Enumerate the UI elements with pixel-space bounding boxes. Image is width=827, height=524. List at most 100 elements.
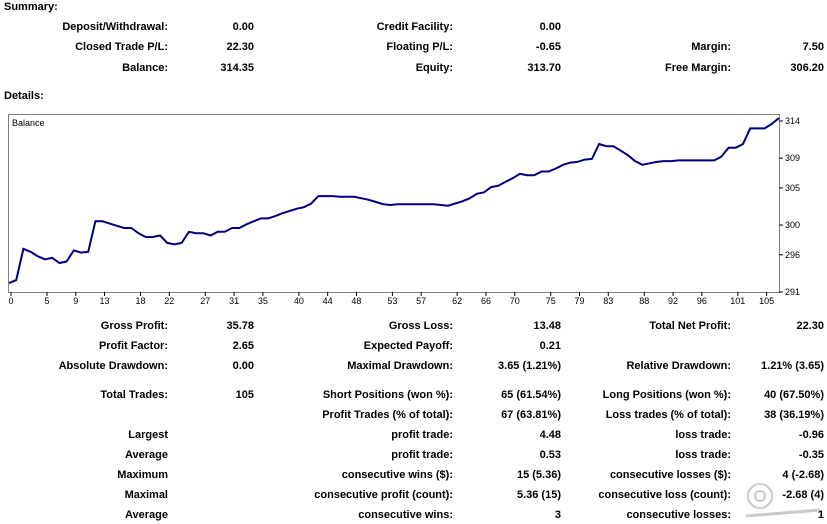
free-margin-label: Free Margin: (664, 62, 731, 74)
floating-pl-label: Floating P/L: (386, 41, 453, 53)
x-tick-label: 66 (481, 296, 491, 306)
chart-title: Balance (12, 118, 45, 128)
average-consecutive-label: Average (124, 509, 168, 521)
profit-trades-label: Profit Trades (% of total): (322, 409, 453, 421)
x-tick-label: 105 (759, 296, 774, 306)
deposit-value: 0.00 (232, 21, 254, 33)
gross-profit-value: 35.78 (226, 320, 254, 332)
x-tick-label: 35 (258, 296, 268, 306)
details-heading: Details: (4, 90, 44, 102)
x-axis: 0 5 9 13 18 22 27 31 35 40 44 48 53 57 62 66 70 75 79 83 88 9… (8, 292, 774, 306)
margin-value: 7.50 (802, 41, 824, 53)
x-tick-label: 53 (387, 296, 397, 306)
closed-pl-label: Closed Trade P/L: (75, 41, 168, 53)
expected-payoff-value: 0.21 (539, 340, 561, 352)
absolute-drawdown-label: Absolute Drawdown: (58, 360, 168, 372)
average-wins-label: consecutive wins: (358, 509, 453, 521)
margin-label: Margin: (691, 41, 731, 53)
x-tick-label: 92 (668, 296, 678, 306)
largest-label: Largest (128, 429, 168, 441)
x-tick-label: 70 (510, 296, 520, 306)
credit-label: Credit Facility: (376, 21, 453, 33)
maximal-loss-label: consecutive loss (count): (598, 489, 731, 501)
x-tick-label: 22 (164, 296, 174, 306)
maximal-loss-value: -2.68 (4) (782, 489, 824, 501)
x-tick-label: 44 (323, 296, 333, 306)
x-tick-label: 40 (294, 296, 304, 306)
y-tick-label: 309 (785, 153, 800, 163)
average-profit-value: 0.53 (539, 449, 561, 461)
chart-plot-area (8, 114, 780, 293)
y-axis: 314 309 305 300 296 291 (779, 116, 800, 297)
maximum-label: Maximum (117, 469, 168, 481)
balance-chart: Balance 314 309 305 300 296 291 0 5 9 13 18 22 27 31… (8, 114, 800, 306)
maximal-label: Maximal (124, 489, 168, 501)
relative-drawdown-value: 1.21% (3.65) (761, 360, 824, 372)
maximum-wins-value: 15 (5.36) (516, 469, 561, 481)
maximal-profit-value: 5.36 (15) (516, 489, 561, 501)
closed-pl-value: 22.30 (226, 41, 254, 53)
long-positions-label: Long Positions (won %): (602, 389, 731, 401)
y-tick-label: 300 (785, 220, 800, 230)
x-tick-label: 9 (73, 296, 78, 306)
balance-series-line (8, 117, 780, 285)
short-positions-value: 65 (61.54%) (501, 389, 561, 401)
x-tick-label: 18 (136, 296, 146, 306)
balance-label: Balance: (122, 62, 168, 74)
relative-drawdown-label: Relative Drawdown: (626, 360, 731, 372)
gross-loss-label: Gross Loss: (388, 320, 453, 332)
absolute-drawdown-value: 0.00 (232, 360, 254, 372)
profit-factor-label: Profit Factor: (98, 340, 168, 352)
average-profit-label: profit trade: (391, 449, 453, 461)
maximum-wins-label: consecutive wins ($): (341, 469, 453, 481)
total-trades-label: Total Trades: (100, 389, 168, 401)
average-label: Average (124, 449, 168, 461)
equity-label: Equity: (415, 62, 453, 74)
largest-profit-label: profit trade: (391, 429, 453, 441)
x-tick-label: 31 (229, 296, 239, 306)
y-tick-label: 305 (785, 183, 800, 193)
x-tick-label: 75 (546, 296, 556, 306)
total-trades-value: 105 (235, 389, 254, 401)
x-tick-label: 13 (100, 296, 110, 306)
x-tick-label: 96 (697, 296, 707, 306)
balance-value: 314.35 (220, 62, 254, 74)
maximal-drawdown-value: 3.65 (1.21%) (498, 360, 561, 372)
profit-factor-value: 2.65 (232, 340, 254, 352)
x-tick-label: 27 (200, 296, 210, 306)
average-wins-value: 3 (554, 509, 561, 521)
gross-profit-label: Gross Profit: (100, 320, 168, 332)
loss-trades-value: 38 (36.19%) (764, 409, 824, 421)
largest-loss-label: loss trade: (675, 429, 731, 441)
credit-value: 0.00 (539, 21, 561, 33)
maximal-drawdown-label: Maximal Drawdown: (347, 360, 453, 372)
x-tick-label: 62 (452, 296, 462, 306)
profit-trades-value: 67 (63.81%) (501, 409, 561, 421)
maximal-profit-label: consecutive profit (count): (314, 489, 453, 501)
x-tick-label: 0 (8, 296, 13, 306)
y-tick-label: 291 (785, 287, 800, 297)
loss-trades-label: Loss trades (% of total): (605, 409, 731, 421)
x-tick-label: 79 (574, 296, 584, 306)
x-tick-label: 57 (416, 296, 426, 306)
long-positions-value: 40 (67.50%) (764, 389, 824, 401)
x-tick-label: 101 (730, 296, 745, 306)
watermark-logo (745, 483, 821, 518)
deposit-label: Deposit/Withdrawal: (62, 21, 168, 33)
x-tick-label: 48 (351, 296, 361, 306)
average-loss-value: -0.35 (798, 449, 824, 461)
expected-payoff-label: Expected Payoff: (363, 340, 453, 352)
free-margin-value: 306.20 (790, 62, 824, 74)
largest-profit-value: 4.48 (539, 429, 561, 441)
y-tick-label: 314 (785, 116, 800, 126)
x-tick-label: 88 (639, 296, 649, 306)
gross-loss-value: 13.48 (533, 320, 561, 332)
largest-loss-value: -0.96 (798, 429, 824, 441)
maximum-losses-value: 4 (-2.68) (782, 469, 824, 481)
balance-series (8, 117, 780, 285)
average-losses-label: consecutive losses: (626, 509, 731, 521)
short-positions-label: Short Positions (won %): (322, 389, 453, 401)
total-net-profit-value: 22.30 (796, 320, 824, 332)
average-loss-label: loss trade: (675, 449, 731, 461)
x-tick-label: 5 (44, 296, 49, 306)
